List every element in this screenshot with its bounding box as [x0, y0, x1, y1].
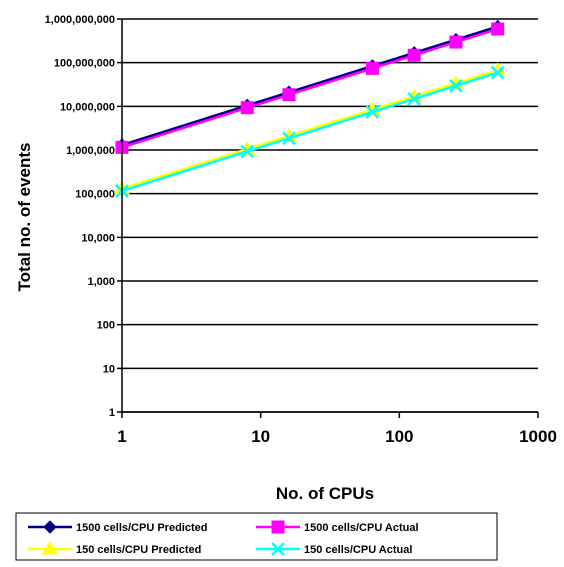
legend-item: 150 cells/CPU Predicted	[28, 541, 201, 556]
data-point	[449, 78, 463, 93]
data-point	[490, 65, 505, 80]
y-tick-label: 100,000,000	[54, 58, 115, 70]
legend-label: 150 cells/CPU Actual	[304, 544, 412, 556]
legend-marker	[271, 520, 285, 534]
data-point	[282, 131, 296, 146]
y-tick-label: 100,000	[75, 189, 115, 201]
marker-stroke	[282, 131, 296, 146]
legend-item: 1500 cells/CPU Actual	[256, 520, 419, 534]
data-point	[282, 88, 296, 102]
marker-stroke	[449, 78, 463, 93]
marker-stroke	[240, 144, 255, 159]
legend-box	[15, 512, 498, 561]
data-point	[407, 92, 422, 106]
data-point	[240, 144, 255, 159]
y-tick-label: 1,000	[87, 276, 115, 288]
data-point	[407, 48, 421, 62]
series-group	[115, 22, 505, 154]
legend-item: 1500 cells/CPU Predicted	[28, 520, 207, 534]
series-layer	[114, 19, 506, 198]
y-tick-label: 10,000,000	[60, 101, 115, 113]
x-tick-label: 100	[385, 427, 413, 446]
y-axis-title: Total no. of events	[15, 143, 34, 292]
legend-label: 1500 cells/CPU Actual	[304, 522, 419, 534]
series-line	[121, 25, 499, 147]
x-axis-ticks: 1 10 100 1000	[117, 412, 557, 446]
y-tick-label: 10	[103, 363, 115, 375]
legend: 1500 cells/CPU Predicted 1500 cells/CPU A…	[15, 512, 498, 561]
y-axis-ticks: 1 10 100 1,000 10,000 100,000 1,000,000 10,000,…	[45, 14, 115, 419]
y-tick-label: 1,000,000,000	[45, 14, 115, 26]
data-point	[449, 35, 463, 49]
legend-marker	[42, 541, 58, 555]
legend-label: 1500 cells/CPU Predicted	[76, 522, 207, 534]
grid-lines	[117, 18, 538, 413]
marker-stroke	[271, 542, 285, 556]
y-tick-label: 100	[97, 320, 115, 332]
marker-stroke	[490, 65, 505, 80]
data-point	[491, 22, 505, 36]
x-axis-title: No. of CPUs	[276, 484, 374, 503]
series-line	[121, 71, 499, 193]
data-point	[365, 105, 380, 119]
legend-item: 150 cells/CPU Actual	[256, 542, 412, 556]
y-tick-label: 1	[109, 407, 115, 419]
x-tick-label: 1	[117, 427, 126, 446]
y-tick-label: 10,000	[81, 232, 115, 244]
legend-marker	[271, 542, 285, 556]
legend-marker	[43, 520, 57, 534]
legend-label: 150 cells/CPU Predicted	[76, 544, 201, 556]
marker-stroke	[407, 92, 422, 106]
x-tick-label: 10	[251, 427, 270, 446]
y-tick-label: 1,000,000	[66, 145, 115, 157]
data-point	[365, 61, 379, 75]
series-group	[115, 65, 505, 198]
x-tick-label: 1000	[519, 427, 557, 446]
data-point	[240, 101, 254, 115]
marker-stroke	[365, 105, 380, 119]
